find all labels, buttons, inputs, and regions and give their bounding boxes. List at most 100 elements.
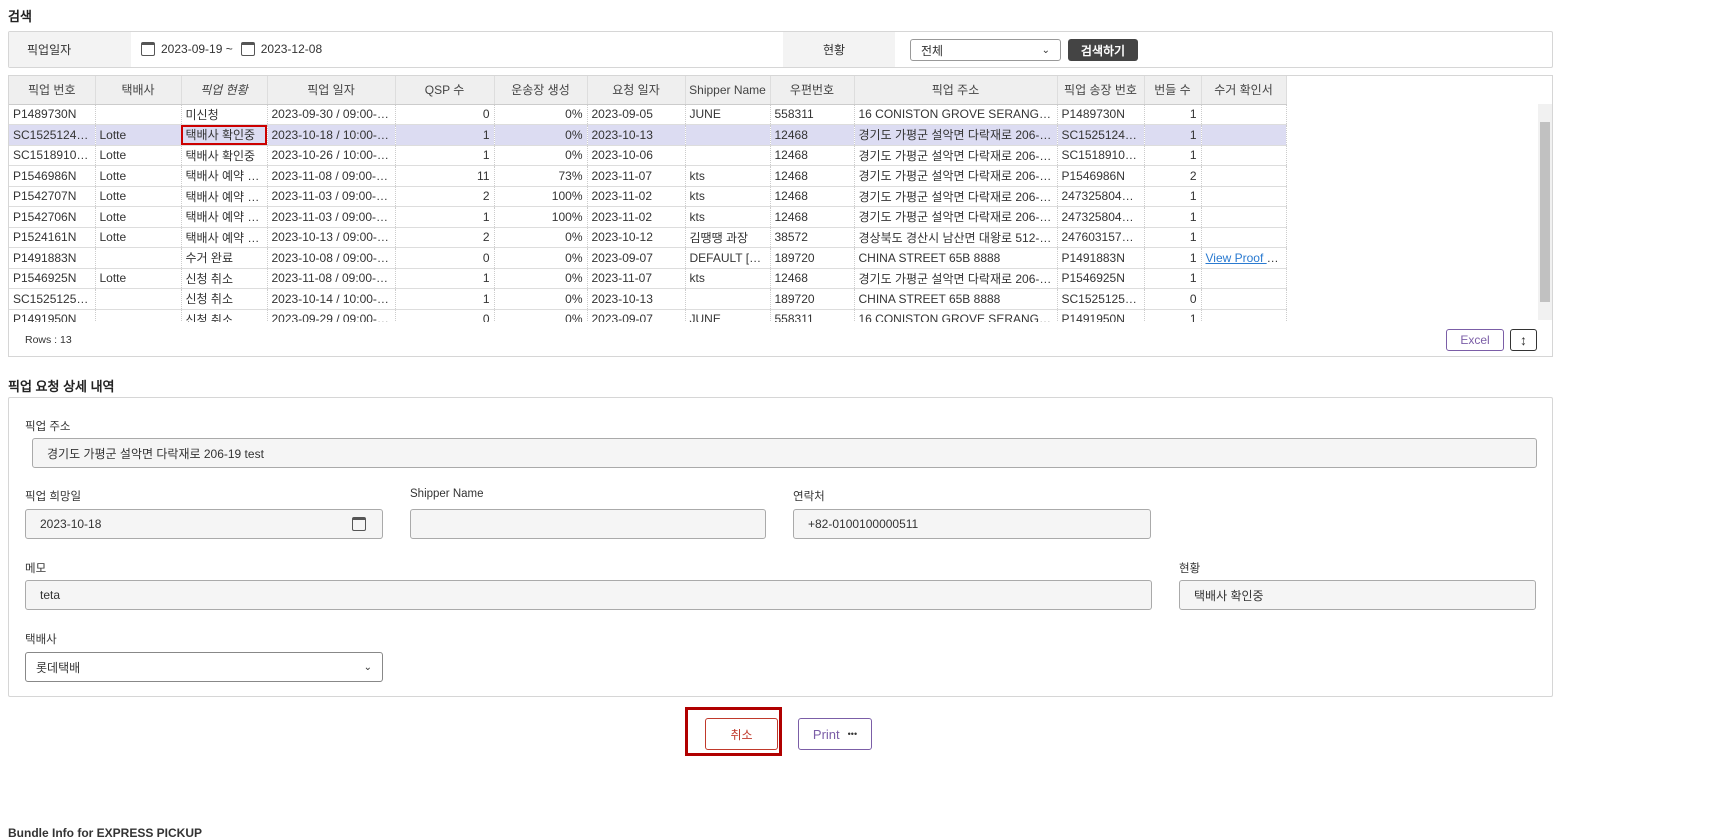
table-row[interactable]: P1542707N Lotte 택배사 예약 상태 2023-11-03 / 09:0… bbox=[9, 186, 1287, 207]
table-cell: 경기도 가평군 설악면 다락재로 206-19 test bbox=[854, 268, 1058, 289]
carrier-select[interactable]: 롯데택배 ⌄ bbox=[25, 652, 383, 682]
table-row[interactable]: P1489730N 미신청 2023-09-30 / 09:00-17:00 0 0% 2… bbox=[9, 104, 1287, 125]
column-header[interactable]: 픽업 일자 bbox=[267, 76, 396, 105]
column-header[interactable]: 요청 일자 bbox=[587, 76, 686, 105]
carrier-select-value: 롯데택배 bbox=[36, 660, 81, 675]
view-proof-link[interactable]: View Proof of ... bbox=[1205, 250, 1286, 265]
table-cell: P1524161N bbox=[9, 227, 96, 248]
table-row[interactable]: P1524161N Lotte 택배사 예약 상태 2023-10-13 / 09:0… bbox=[9, 227, 1287, 248]
table-cell: 100% bbox=[494, 206, 588, 228]
table-row[interactable]: P1491950N 신청 취소 2023-09-29 / 09:00-17:00 0 0… bbox=[9, 309, 1287, 322]
detail-title: 픽업 요청 상세 내역 bbox=[8, 379, 115, 394]
table-cell bbox=[1201, 227, 1287, 248]
column-header[interactable]: 픽업 송장 번호 bbox=[1057, 76, 1145, 105]
table-cell: DEFAULT [Deli... bbox=[685, 247, 771, 269]
table-cell: 0 bbox=[395, 247, 495, 269]
table-cell: 택배사 예약 상태 bbox=[181, 206, 268, 228]
column-header[interactable]: Shipper Name bbox=[685, 76, 771, 105]
vertical-scrollbar[interactable] bbox=[1538, 104, 1552, 320]
table-cell: 12468 bbox=[770, 186, 855, 207]
calendar-icon[interactable] bbox=[141, 42, 155, 56]
status-select[interactable]: 전체 ⌄ bbox=[910, 39, 1061, 61]
table-row[interactable]: P1546925N Lotte 신청 취소 2023-11-08 / 09:00-17… bbox=[9, 268, 1287, 289]
table-cell: 2 bbox=[1144, 165, 1202, 187]
table-cell: 택배사 확인중 bbox=[181, 145, 268, 166]
table-cell: 1 bbox=[1144, 186, 1202, 207]
table-cell: P1491950N bbox=[9, 309, 96, 322]
table-row[interactable]: SC1525125SG... 신청 취소 2023-10-14 / 10:00-19… bbox=[9, 288, 1287, 310]
table-cell: CHINA STREET 65B 8888 bbox=[854, 247, 1058, 269]
table-row[interactable]: SC1525124KR... Lotte 택배사 확인중 2023-10-18 / 1… bbox=[9, 124, 1287, 146]
pickup-date-value: 2023-10-18 bbox=[40, 517, 102, 531]
table-row[interactable]: SC1518910KR... Lotte 택배사 확인중 2023-10-26 / 1… bbox=[9, 145, 1287, 166]
expand-height-icon[interactable]: ↕ bbox=[1510, 329, 1537, 351]
table-cell: 12468 bbox=[770, 165, 855, 187]
memo-field[interactable]: teta bbox=[25, 580, 1152, 610]
calendar-icon[interactable] bbox=[352, 517, 366, 531]
table-row[interactable]: P1542706N Lotte 택배사 예약 상태 2023-11-03 / 09:0… bbox=[9, 206, 1287, 228]
table-cell bbox=[1201, 288, 1287, 310]
column-header[interactable]: 수거 확인서 bbox=[1201, 76, 1287, 105]
table-cell: 189720 bbox=[770, 247, 855, 269]
excel-button[interactable]: Excel bbox=[1446, 329, 1504, 351]
column-header[interactable]: 번들 수 bbox=[1144, 76, 1202, 105]
table-cell: P1489730N bbox=[9, 104, 96, 125]
column-header[interactable]: 픽업 주소 bbox=[854, 76, 1058, 105]
table-cell bbox=[95, 288, 182, 310]
cancel-highlight-box bbox=[685, 707, 782, 756]
table-cell: 1 bbox=[1144, 268, 1202, 289]
table-cell: 2023-10-14 / 10:00-19:00 bbox=[267, 288, 396, 310]
table-cell: 2023-10-13 / 09:00-17:00 bbox=[267, 227, 396, 248]
table-cell: Lotte bbox=[95, 165, 182, 187]
table-cell: 0% bbox=[494, 268, 588, 289]
table-cell bbox=[95, 104, 182, 125]
table-cell: 16 CONISTON GROVE SERANGOON GA... bbox=[854, 309, 1058, 322]
date-from[interactable]: 2023-09-19 ~ bbox=[161, 42, 233, 56]
table-cell: SC1525125SG... bbox=[9, 288, 96, 310]
print-button[interactable]: Print ••• bbox=[798, 718, 872, 750]
table-cell: kts bbox=[685, 165, 771, 187]
date-to[interactable]: 2023-12-08 bbox=[260, 42, 323, 56]
cancel-button[interactable]: 취소 bbox=[705, 718, 778, 750]
status-label: 현황 bbox=[783, 32, 895, 67]
rows-count: Rows : 13 bbox=[25, 334, 72, 346]
table-cell: 0% bbox=[494, 124, 588, 146]
table-cell: P1546925N bbox=[1057, 268, 1145, 289]
column-header[interactable]: 택배사 bbox=[95, 76, 182, 105]
table-cell: SC1518910KR... bbox=[1057, 145, 1145, 166]
column-header[interactable]: 픽업 번호 bbox=[9, 76, 96, 105]
table-cell: P1546986N bbox=[1057, 165, 1145, 187]
table-cell: Lotte bbox=[95, 268, 182, 289]
table-cell bbox=[685, 145, 771, 166]
table-cell: 2023-09-29 / 09:00-17:00 bbox=[267, 309, 396, 322]
table-row[interactable]: P1546986N Lotte 택배사 예약 상태 2023-11-08 / 09:0… bbox=[9, 165, 1287, 187]
column-header[interactable]: 픽업 현황 bbox=[181, 76, 268, 105]
table-cell: 1 bbox=[1144, 227, 1202, 248]
contact-field[interactable]: +82-0100100000511 bbox=[793, 509, 1151, 539]
column-header[interactable]: 운송장 생성 bbox=[494, 76, 588, 105]
table-row[interactable]: P1491883N 수거 완료 2023-10-08 / 09:00-17:00 0 0… bbox=[9, 247, 1287, 269]
table-cell: 558311 bbox=[770, 104, 855, 125]
table-cell: 1 bbox=[395, 124, 495, 146]
table-cell: 2023-11-03 / 09:00-17:00 bbox=[267, 186, 396, 207]
table-cell: 247325804784 bbox=[1057, 186, 1145, 207]
calendar-icon[interactable] bbox=[240, 42, 255, 56]
table-cell: 신청 취소 bbox=[181, 268, 268, 289]
column-header[interactable]: QSP 수 bbox=[395, 76, 495, 105]
search-button[interactable]: 검색하기 bbox=[1068, 39, 1138, 61]
pickup-date-field[interactable]: 2023-10-18 bbox=[25, 509, 383, 539]
table-cell: 택배사 예약 상태 bbox=[181, 186, 268, 207]
status-select-value: 전체 bbox=[921, 43, 944, 58]
scrollbar-thumb[interactable] bbox=[1540, 122, 1550, 302]
status-field[interactable]: 택배사 확인중 bbox=[1179, 580, 1536, 610]
table-cell: SC1525125SG... bbox=[1057, 288, 1145, 310]
table-cell: 0% bbox=[494, 288, 588, 310]
table-cell: 2023-10-13 bbox=[587, 288, 686, 310]
table-cell: 경기도 가평군 설악면 다락재로 206-19 test bbox=[854, 124, 1058, 146]
column-header[interactable]: 우편번호 bbox=[770, 76, 855, 105]
table-cell: 경상북도 경산시 남산면 대왕로 512-1 12 ... bbox=[854, 227, 1058, 248]
table-cell: 2023-10-26 / 10:00-19:00 bbox=[267, 145, 396, 166]
shipper-name-field[interactable] bbox=[410, 509, 766, 539]
table-cell: JUNE bbox=[685, 309, 771, 322]
address-field[interactable]: 경기도 가평군 설악면 다락재로 206-19 test bbox=[32, 438, 1537, 468]
